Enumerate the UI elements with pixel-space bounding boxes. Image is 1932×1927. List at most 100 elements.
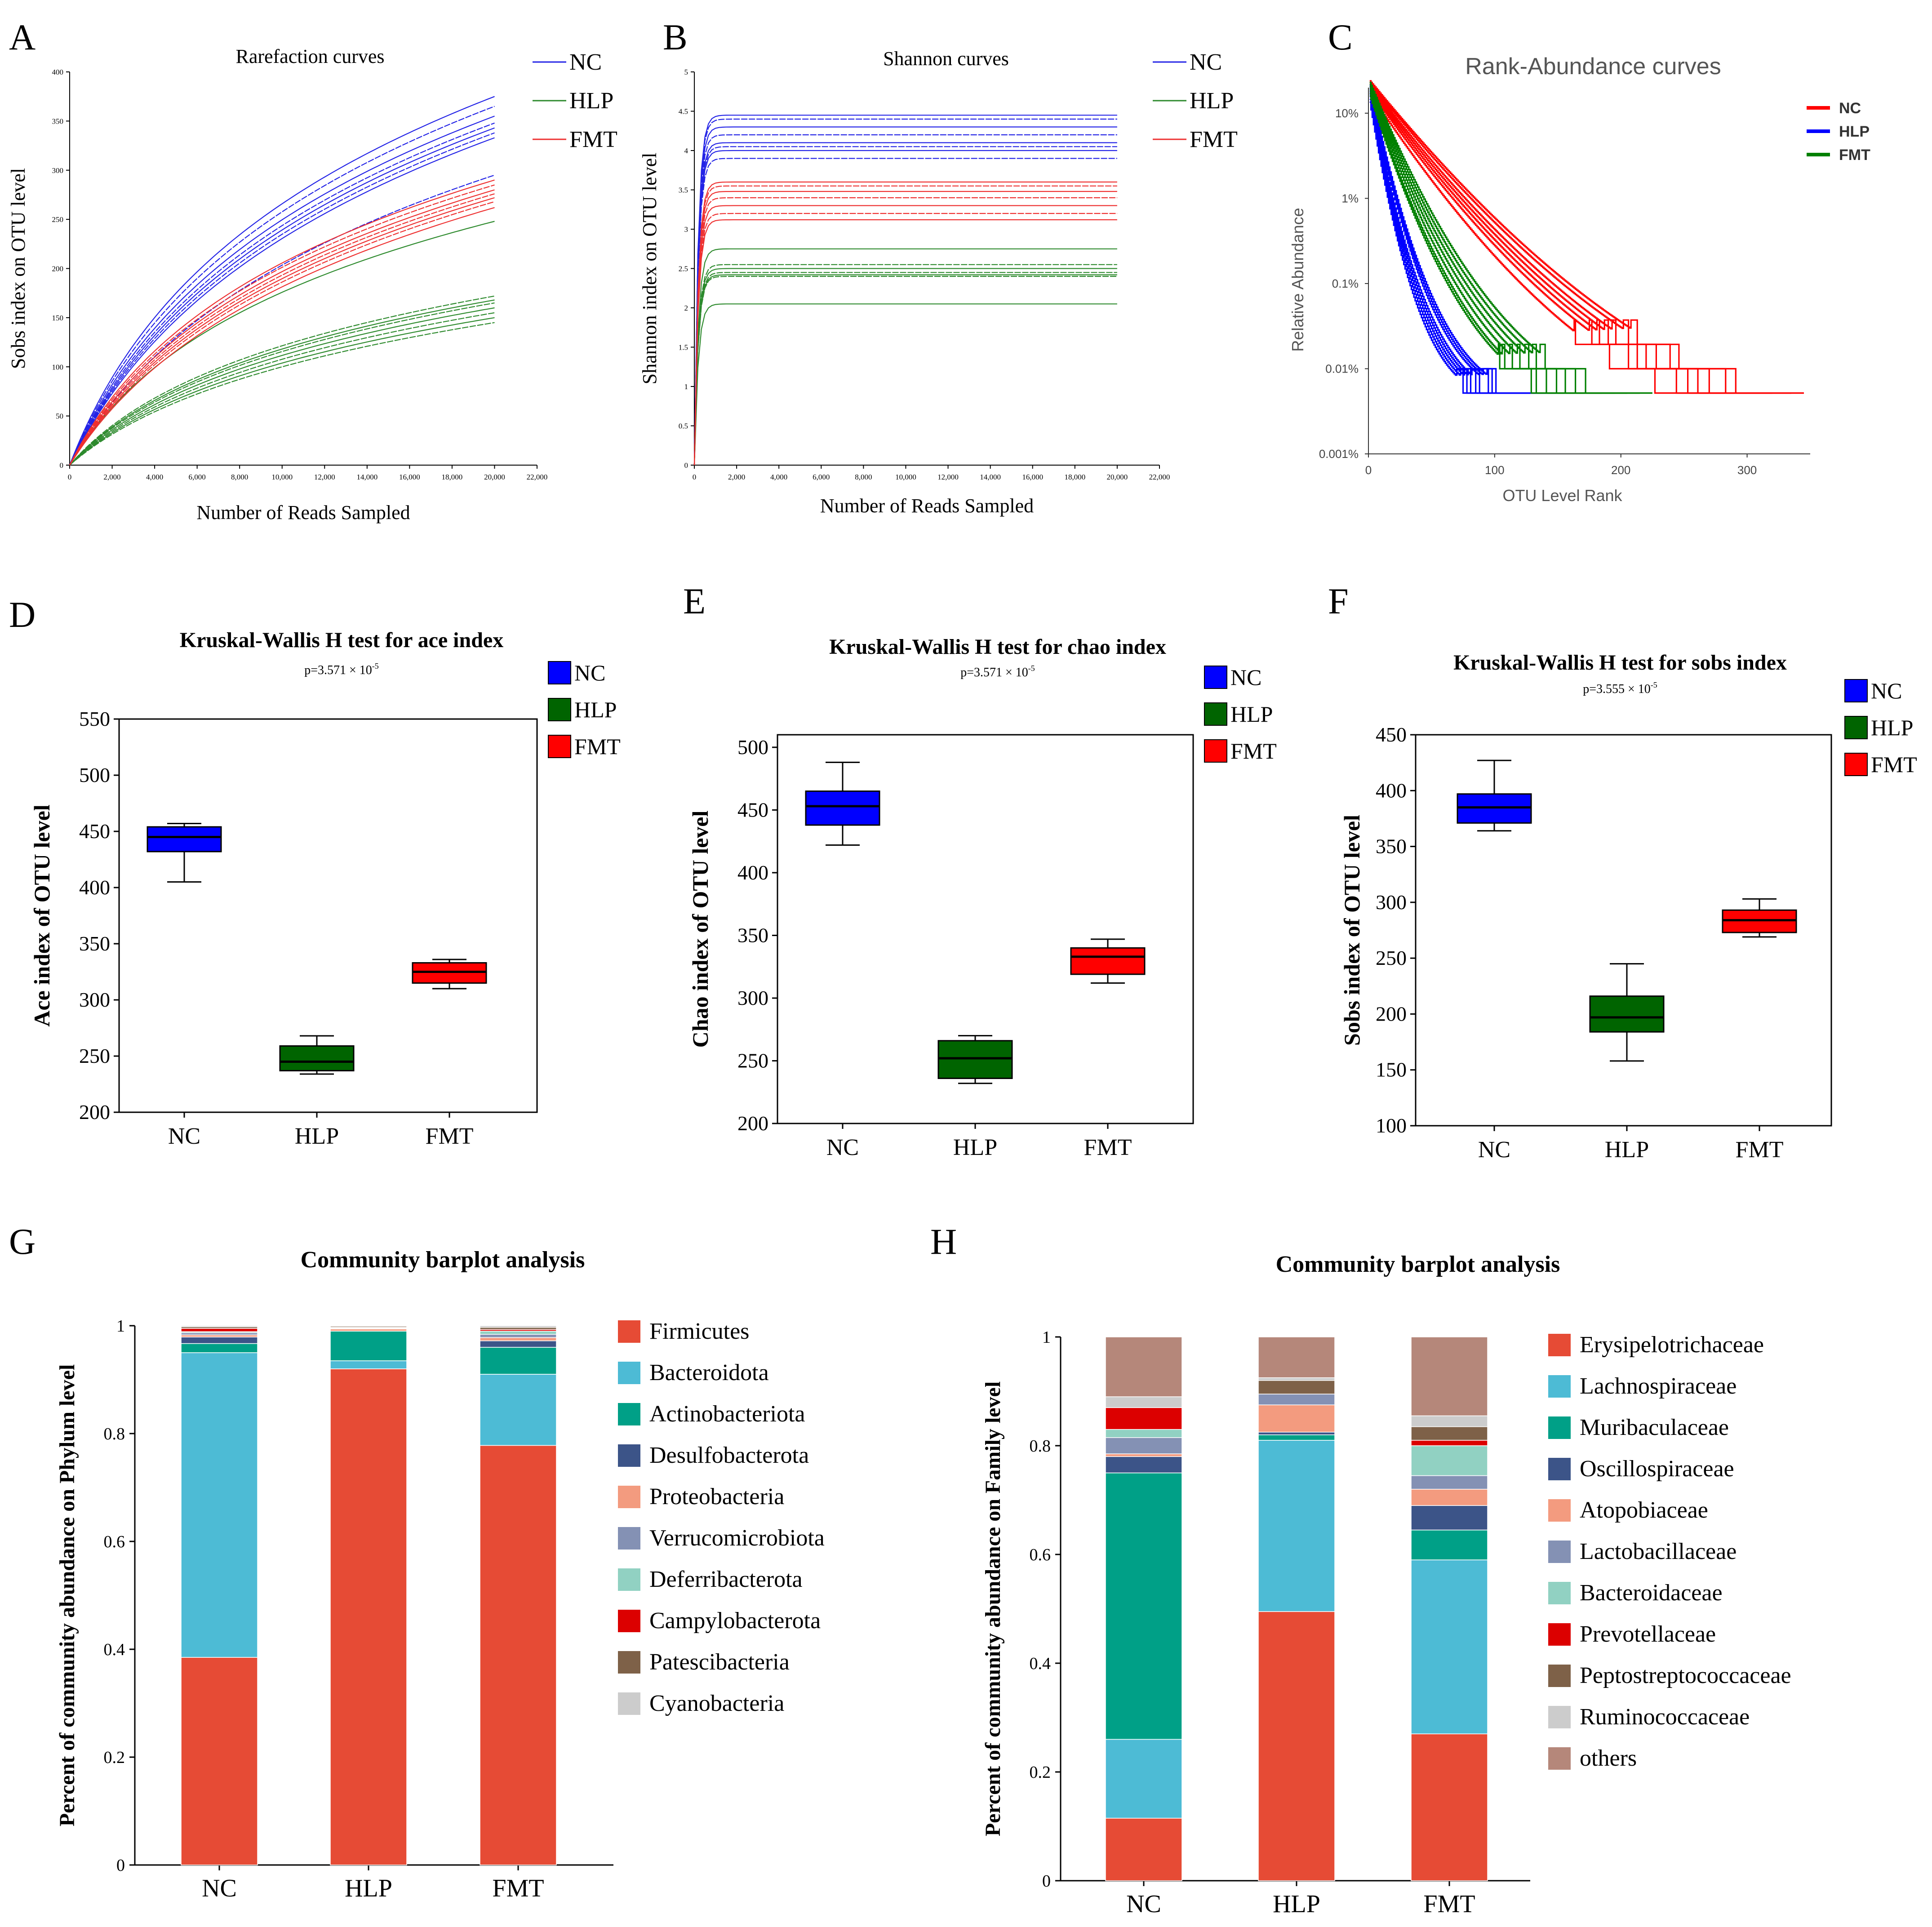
y-tick-label: 550	[79, 707, 110, 730]
legend-label: NC	[1230, 665, 1261, 690]
y-tick-label: 300	[79, 988, 110, 1011]
y-tick-label: 450	[79, 820, 110, 843]
legend-swatch-oscillospiraceae	[1548, 1458, 1571, 1480]
p-value-exponent: -5	[1028, 664, 1035, 673]
legend-swatch-erysipelotrichaceae	[1548, 1334, 1571, 1356]
legend-label: Oscillospiraceae	[1580, 1456, 1734, 1482]
bar-segment-prevotellaceae	[1105, 1407, 1182, 1430]
bar-segment-lactobacillaceae	[1258, 1394, 1335, 1406]
legend-swatch-prevotellaceae	[1548, 1623, 1571, 1646]
x-tick-label: 2,000	[103, 473, 120, 481]
legend-swatch-atopobiaceae	[1548, 1499, 1571, 1522]
bar-segment-lachnospiraceae	[1411, 1559, 1488, 1735]
y-tick-label: 10%	[1335, 107, 1359, 120]
legend-label: Bacteroidota	[649, 1360, 769, 1385]
curve-hlp	[69, 221, 495, 466]
x-axis-label: Number of Reads Sampled	[820, 495, 1034, 517]
rank-curve-fmt	[1369, 84, 1640, 394]
legend-label: HLP	[1839, 123, 1870, 140]
panel-c: C Rank-Abundance curves 0 100 200 300 0.001% 0.…	[1288, 17, 1870, 505]
x-tick-label: 18,000	[1064, 473, 1085, 481]
y-tick-label: 300	[52, 166, 64, 175]
y-tick-label: 0.4	[1030, 1654, 1051, 1673]
x-tick-label: FMT	[1736, 1137, 1784, 1163]
curve-hlp	[693, 264, 1117, 466]
x-tick-label: NC	[826, 1135, 859, 1160]
legend-swatch-nc	[1844, 679, 1868, 702]
chart-title: Rarefaction curves	[235, 45, 384, 67]
y-axis-label: Sobs index of OTU level	[1339, 815, 1364, 1046]
curve-hlp	[69, 299, 495, 466]
bar-segment-peptostreptococcaceae	[1258, 1380, 1335, 1394]
p-value-prefix: p=	[304, 663, 318, 677]
bar-segment-lachnospiraceae	[1258, 1440, 1335, 1612]
legend-label: Desulfobacterota	[649, 1443, 809, 1468]
y-axis-label: Percent of community abundance on Phylum…	[55, 1364, 79, 1826]
legend-label: Proteobacteria	[649, 1484, 784, 1510]
y-tick-label: 300	[1376, 891, 1407, 914]
x-tick-label: 14,000	[356, 473, 378, 481]
bar-segment-bacteroidaceae	[1411, 1445, 1488, 1476]
x-tick-label: FMT	[426, 1123, 474, 1149]
legend-swatch-firmicutes	[618, 1320, 640, 1343]
curve-nc	[69, 122, 495, 466]
bar-segment-ruminococcaceae	[1411, 1415, 1488, 1427]
legend-label: Lactobacillaceae	[1580, 1539, 1737, 1564]
chart-title: Kruskal-Wallis H test for chao index	[829, 635, 1166, 659]
x-tick-label: 18,000	[442, 473, 463, 481]
legend-swatch-proteobacteria	[618, 1486, 640, 1508]
curve-nc	[693, 118, 1117, 466]
curve-fmt	[69, 193, 495, 466]
y-tick-label: 0.6	[104, 1532, 125, 1551]
legend-swatch-patescibacteria	[618, 1651, 640, 1674]
y-tick-label: 1	[684, 382, 688, 391]
chart-title: Shannon curves	[883, 48, 1009, 70]
y-axis-label: Ace index of OTU level	[29, 804, 54, 1026]
y-tick-label: 250	[52, 215, 64, 224]
legend-label: FMT	[1190, 127, 1238, 152]
legend-swatch-desulfobacterota	[618, 1444, 640, 1467]
panel-letter: H	[930, 1221, 957, 1262]
bar-segment-cyanobacteria	[181, 1325, 258, 1328]
y-tick-label: 200	[52, 265, 64, 273]
x-tick-label: 16,000	[399, 473, 420, 481]
y-tick-label: 150	[1376, 1058, 1407, 1081]
y-tick-label: 0	[60, 461, 64, 470]
y-tick-label: 0.5	[679, 422, 688, 431]
bar-segment-atopobiaceae	[1258, 1404, 1335, 1433]
y-tick-label: 4	[684, 147, 688, 155]
curve-hlp	[69, 322, 495, 466]
y-tick-label: 450	[1376, 723, 1407, 746]
rank-curve-fmt	[1369, 85, 1627, 394]
panel-letter: G	[9, 1221, 36, 1262]
bar-segment-actinobacteriota	[480, 1347, 557, 1375]
legend-label: Erysipelotrichaceae	[1580, 1332, 1764, 1358]
x-tick-label: 4,000	[770, 473, 787, 481]
y-tick-label: 0	[684, 461, 688, 470]
curve-hlp	[69, 312, 495, 466]
box-hlp	[279, 1035, 355, 1075]
bar-segment-others	[1258, 1336, 1335, 1378]
y-tick-label: 50	[56, 412, 63, 421]
bar-segment-erysipelotrichaceae	[1411, 1733, 1488, 1881]
y-axis-label: Sobs index on OTU level	[7, 168, 29, 369]
bar-segment-ruminococcaceae	[1258, 1377, 1335, 1381]
y-tick-label: 250	[79, 1044, 110, 1067]
panel-letter: E	[683, 581, 706, 622]
curve-fmt	[693, 191, 1117, 466]
y-tick-label: 1	[1042, 1328, 1051, 1347]
bar-segment-cyanobacteria	[480, 1325, 557, 1328]
p-value-prefix: p=	[1583, 682, 1596, 696]
legend-label: Prevotellaceae	[1580, 1621, 1716, 1647]
legend-label: Patescibacteria	[649, 1649, 790, 1675]
y-tick-label: 4.5	[679, 107, 688, 116]
y-tick-label: 350	[52, 117, 64, 125]
legend-label: others	[1580, 1745, 1637, 1771]
legend-swatch-nc	[548, 661, 571, 684]
legend-label: FMT	[1871, 752, 1917, 777]
curve-fmt	[69, 179, 495, 466]
y-tick-label: 0	[1042, 1872, 1051, 1891]
legend-label: HLP	[1230, 702, 1273, 727]
panel-a: A Rarefaction curves 0 2,000 4,000 6,000 8,000…	[7, 17, 617, 524]
